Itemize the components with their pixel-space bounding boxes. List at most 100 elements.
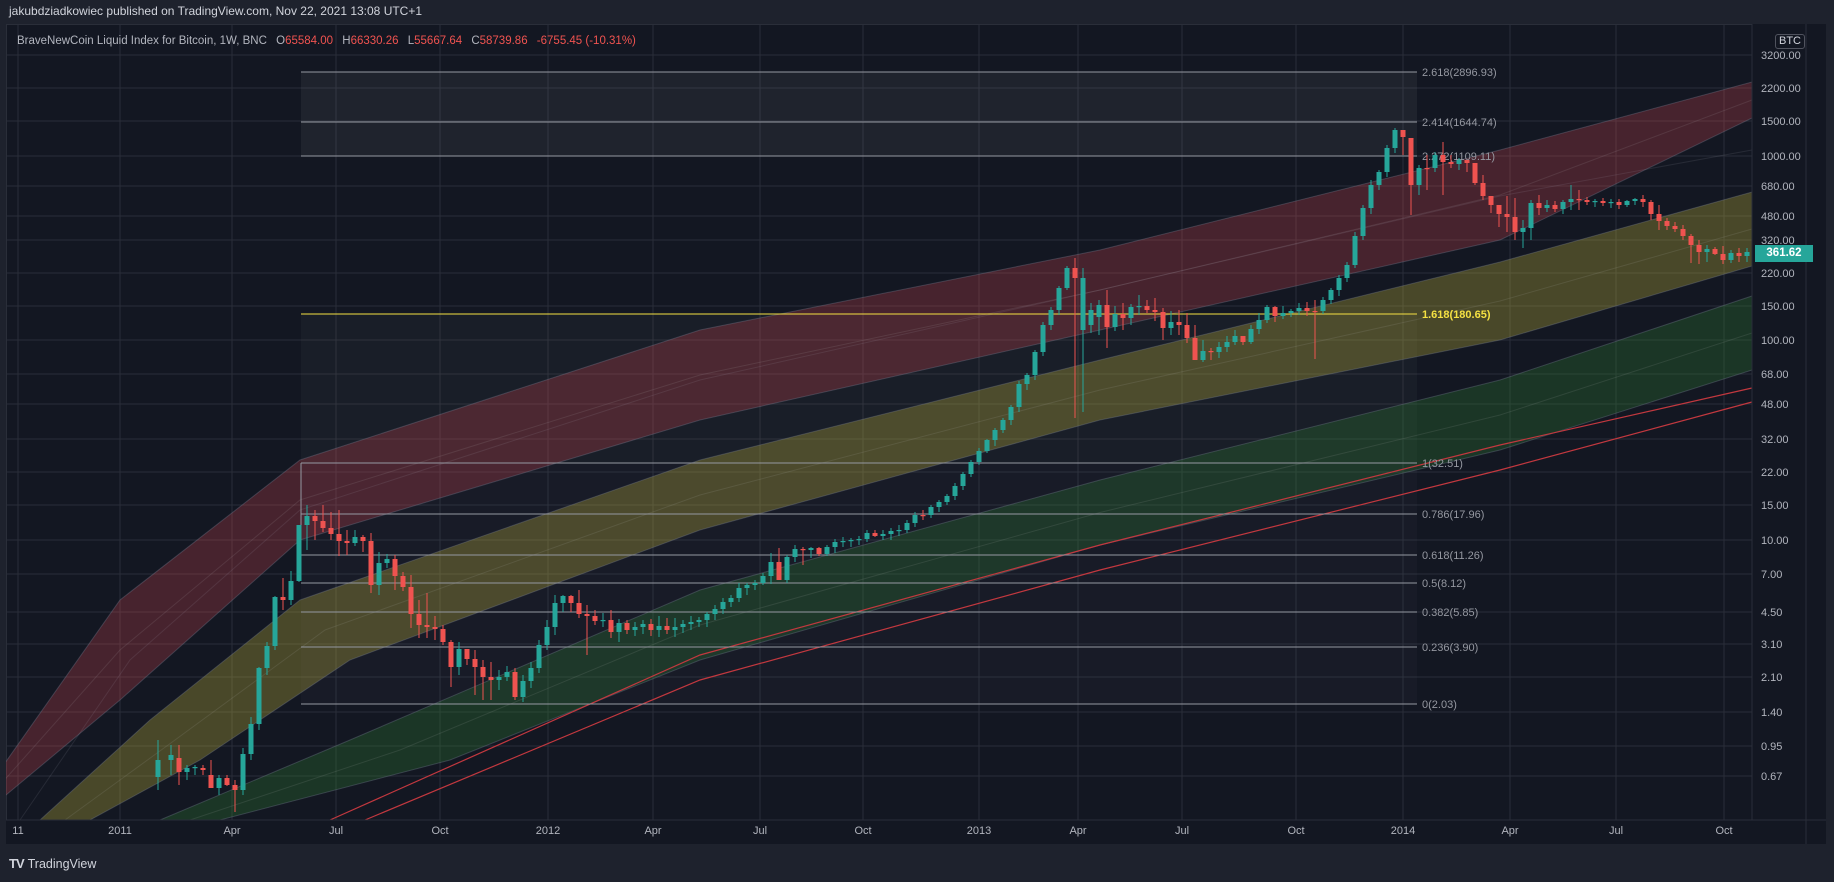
candle-body bbox=[1608, 202, 1614, 204]
fib-extension-levels[interactable]: 2.618(2896.93) 2.414(1644.74) 2.272(1109.1… bbox=[300, 67, 1497, 711]
brand-name[interactable]: TradingView bbox=[27, 856, 97, 871]
price-tick-label: 3.10 bbox=[1761, 639, 1782, 651]
candle-body bbox=[1280, 313, 1286, 316]
candle-body bbox=[592, 616, 598, 621]
time-tick-label: Apr bbox=[223, 825, 240, 837]
candle-body bbox=[1736, 253, 1742, 256]
symbol-legend: BraveNewCoin Liquid Index for Bitcoin, 1… bbox=[17, 35, 636, 47]
candle-body bbox=[1328, 290, 1334, 300]
candle-body bbox=[480, 667, 486, 677]
candle-body bbox=[872, 533, 878, 536]
candle-body bbox=[864, 533, 870, 539]
candle-body bbox=[952, 486, 958, 496]
candle-body bbox=[568, 596, 574, 603]
candle-body bbox=[1536, 203, 1542, 208]
candle-body bbox=[720, 602, 726, 609]
candle-body bbox=[1512, 217, 1518, 232]
candle-body bbox=[816, 548, 822, 554]
candle-body bbox=[1432, 155, 1438, 168]
candle-body bbox=[1456, 160, 1462, 164]
candle-body bbox=[1032, 352, 1038, 375]
candle-body bbox=[984, 440, 990, 451]
time-tick-label: Oct bbox=[1287, 825, 1304, 837]
candle-body bbox=[1128, 307, 1134, 318]
currency-badge[interactable]: BTC bbox=[1775, 34, 1805, 49]
candle-body bbox=[464, 649, 470, 659]
candle-body bbox=[1120, 314, 1126, 318]
candle-body bbox=[1680, 229, 1686, 236]
candle-body bbox=[1728, 253, 1734, 260]
low-value: 55667.64 bbox=[414, 35, 463, 47]
price-tick-label: 22.00 bbox=[1761, 467, 1789, 479]
footer: TV TradingView bbox=[9, 856, 96, 871]
candle-body bbox=[1600, 201, 1606, 203]
candle-body bbox=[528, 668, 534, 681]
price-tick-label: 1500.00 bbox=[1761, 116, 1801, 128]
candle-body bbox=[1048, 310, 1054, 325]
candle-body bbox=[224, 778, 230, 785]
candle-body bbox=[672, 627, 678, 630]
fib-level-label: 1(32.51) bbox=[1422, 458, 1463, 470]
price-tick-label: 15.00 bbox=[1761, 500, 1789, 512]
candle-body bbox=[184, 768, 190, 772]
candle-body bbox=[1136, 306, 1142, 308]
candle-body bbox=[1104, 305, 1110, 327]
candle-body bbox=[520, 681, 526, 697]
candle-body bbox=[1016, 384, 1022, 407]
time-tick-label: Apr bbox=[644, 825, 661, 837]
time-tick-label: 2012 bbox=[536, 825, 560, 837]
time-tick-label: Apr bbox=[1069, 825, 1086, 837]
candle-body bbox=[1256, 320, 1262, 329]
candle-body bbox=[648, 624, 654, 630]
price-tick-label: 220.00 bbox=[1761, 268, 1795, 280]
price-tick-label: 48.00 bbox=[1761, 399, 1789, 411]
axes[interactable]: 4800.00 3200.00 2200.00 1500.00 1000.00 680.0… bbox=[6, 24, 1826, 844]
rainbow-bands bbox=[6, 81, 1753, 821]
candle-body bbox=[264, 646, 270, 668]
candle-body bbox=[800, 549, 806, 551]
candle-body bbox=[1024, 375, 1030, 384]
price-tick-label: 68.00 bbox=[1761, 369, 1789, 381]
candle-body bbox=[560, 596, 566, 603]
candle-body bbox=[848, 540, 854, 542]
grid-lines bbox=[6, 24, 1752, 820]
candle-body bbox=[320, 521, 326, 528]
candle-body bbox=[624, 623, 630, 630]
time-tick-label: Jul bbox=[1609, 825, 1623, 837]
price-axis-bg[interactable] bbox=[1752, 24, 1826, 844]
candle-body bbox=[1568, 199, 1574, 202]
candle-body bbox=[1648, 202, 1654, 214]
candle-body bbox=[1624, 201, 1630, 205]
candle-body bbox=[704, 614, 710, 620]
fib-level-label: 0(2.03) bbox=[1422, 699, 1457, 711]
price-tick-label: 0.95 bbox=[1761, 741, 1782, 753]
candle-body bbox=[1248, 329, 1254, 342]
candle-body bbox=[400, 576, 406, 587]
candle-body bbox=[1584, 200, 1590, 202]
candle-body bbox=[155, 760, 161, 777]
candle-body bbox=[1672, 226, 1678, 229]
candle-body bbox=[1720, 254, 1726, 260]
price-tick-label: 2.10 bbox=[1761, 672, 1782, 684]
price-tick-label: 3200.00 bbox=[1761, 50, 1801, 62]
candle-body bbox=[752, 583, 758, 585]
candle-body bbox=[1408, 138, 1414, 185]
candle-body bbox=[1040, 325, 1046, 352]
candle-body bbox=[368, 541, 374, 585]
candle-body bbox=[200, 768, 206, 770]
price-chart[interactable]: 2.618(2896.93) 2.414(1644.74) 2.272(1109.1… bbox=[6, 24, 1826, 844]
candle-body bbox=[968, 462, 974, 474]
candle-body bbox=[696, 620, 702, 622]
candle-body bbox=[688, 622, 694, 624]
chart-frame bbox=[6, 24, 1826, 844]
candle-body bbox=[1304, 308, 1310, 311]
time-axis-bg[interactable] bbox=[6, 820, 1826, 844]
candle-body bbox=[1704, 249, 1710, 252]
candle-body bbox=[840, 541, 846, 543]
candle-body bbox=[208, 775, 214, 788]
candle-body bbox=[328, 528, 334, 534]
candle-body bbox=[824, 547, 830, 554]
candle-body bbox=[1336, 278, 1342, 290]
candle-body bbox=[792, 549, 798, 557]
tradingview-logo-icon[interactable]: TV bbox=[9, 856, 25, 871]
